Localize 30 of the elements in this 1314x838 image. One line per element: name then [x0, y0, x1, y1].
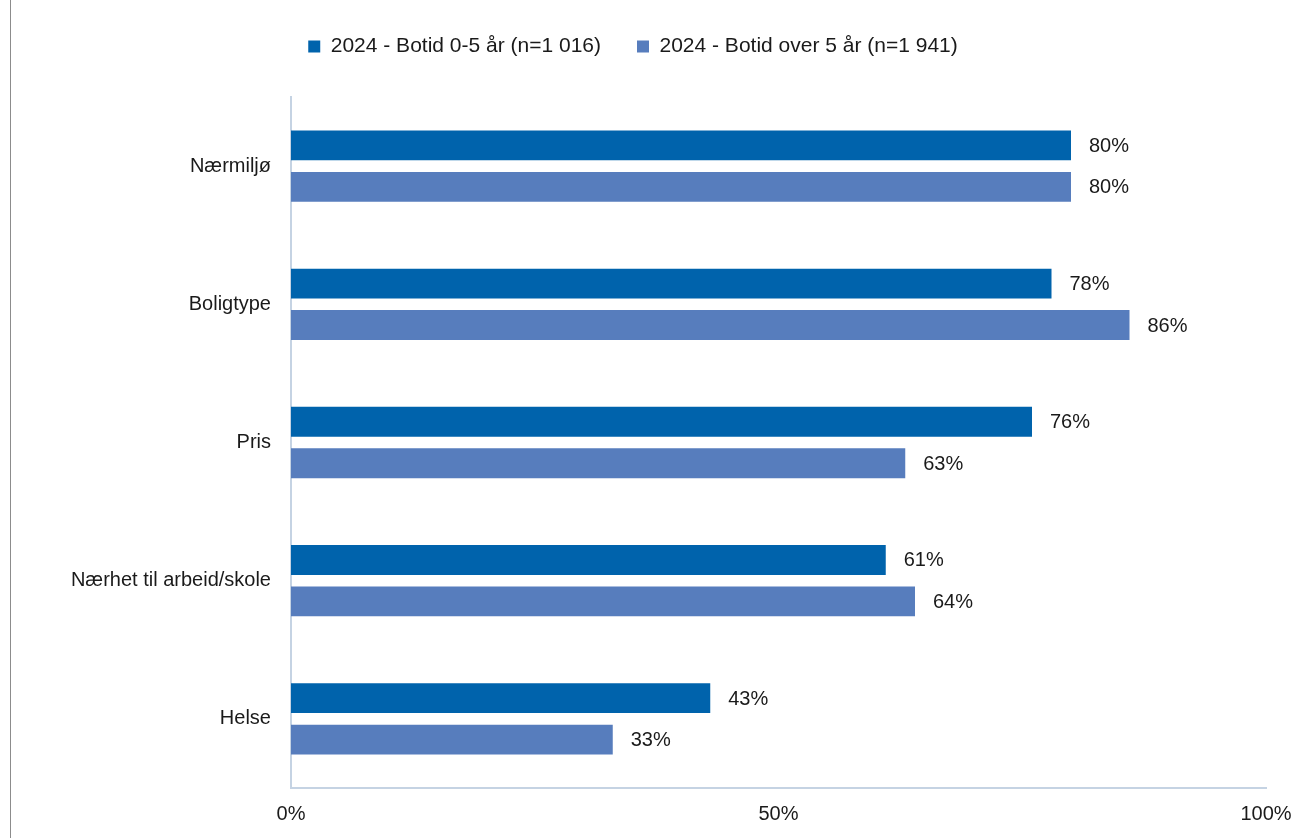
- x-tick-label: 50%: [758, 801, 799, 824]
- bar: [291, 171, 1071, 202]
- y-tick-label: Nærmiljø: [189, 153, 271, 176]
- bar: [291, 586, 915, 617]
- data-label: 86%: [1147, 313, 1188, 336]
- data-label: 61%: [903, 548, 944, 571]
- bar: [291, 448, 906, 479]
- y-tick-label: Boligtype: [188, 291, 271, 314]
- y-tick-label: Nærhet til arbeid/skole: [70, 568, 271, 591]
- y-tick-label: Helse: [219, 706, 271, 729]
- bar: [291, 310, 1130, 340]
- bar: [291, 683, 711, 714]
- bar: [291, 130, 1071, 161]
- data-label: 78%: [1069, 272, 1110, 295]
- legend-label: 2024 - Botid over 5 år (n=1 941): [659, 33, 958, 57]
- x-tick-label: 0%: [276, 801, 306, 824]
- legend-label: 2024 - Botid 0-5 år (n=1 016): [330, 33, 602, 57]
- bar: [291, 545, 886, 575]
- bar: [291, 406, 1032, 437]
- x-tick-label: 100%: [1240, 801, 1292, 824]
- bar: [291, 724, 613, 755]
- bar: [291, 268, 1052, 299]
- data-label: 80%: [1089, 133, 1130, 156]
- data-label: 43%: [728, 686, 769, 709]
- y-tick-label: Pris: [236, 430, 271, 453]
- data-label: 33%: [630, 728, 671, 751]
- data-label: 64%: [933, 589, 974, 612]
- data-label: 76%: [1050, 410, 1091, 433]
- data-label: 80%: [1089, 175, 1130, 198]
- data-label: 63%: [923, 451, 964, 474]
